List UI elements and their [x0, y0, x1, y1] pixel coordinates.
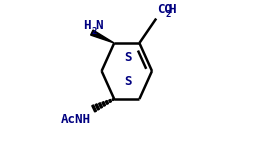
Polygon shape [95, 104, 100, 110]
Polygon shape [109, 99, 112, 103]
Polygon shape [102, 102, 105, 106]
Text: H: H [84, 19, 91, 32]
Polygon shape [98, 103, 102, 108]
Polygon shape [112, 98, 115, 101]
Polygon shape [105, 101, 108, 104]
Polygon shape [91, 30, 114, 43]
Text: S: S [125, 51, 132, 64]
Text: S: S [125, 75, 132, 88]
Polygon shape [92, 105, 97, 112]
Text: CO: CO [157, 3, 172, 16]
Text: H: H [168, 3, 175, 16]
Text: 2: 2 [92, 27, 97, 36]
Text: 2: 2 [165, 10, 171, 19]
Text: AcNH: AcNH [61, 113, 91, 126]
Text: N: N [95, 19, 103, 32]
